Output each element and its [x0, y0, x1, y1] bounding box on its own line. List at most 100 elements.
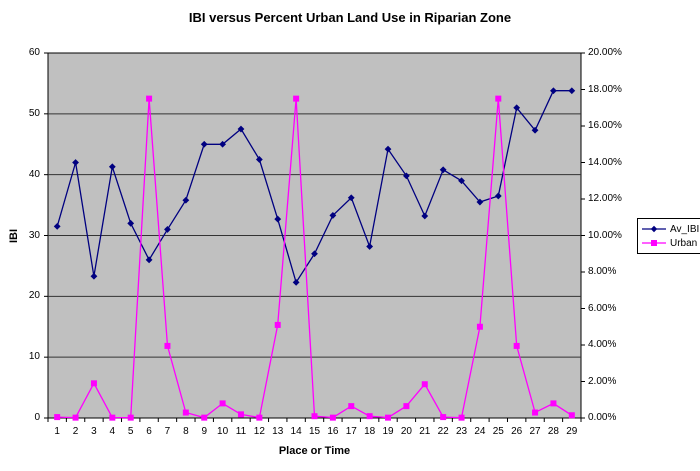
- data-point-marker-urban: [421, 381, 428, 388]
- y-right-tick-label: 16.00%: [588, 120, 622, 131]
- data-point-marker-av_ibi: [292, 278, 300, 286]
- data-point-marker-av_ibi: [255, 156, 263, 163]
- y-left-tick-label: 40: [28, 168, 40, 180]
- x-tick-label: 21: [419, 426, 431, 437]
- x-tick-label: 3: [91, 426, 97, 437]
- x-tick-label: 18: [364, 426, 376, 437]
- x-tick-label: 8: [183, 426, 189, 437]
- data-point-marker-urban: [293, 95, 300, 102]
- data-point-marker-av_ibi: [127, 219, 135, 227]
- x-tick-label: 16: [327, 426, 339, 437]
- data-point-marker-urban: [403, 403, 410, 410]
- data-point-marker-urban: [495, 95, 502, 102]
- x-tick-label: 9: [201, 426, 207, 437]
- x-tick-label: 6: [146, 426, 152, 437]
- data-point-marker-av_ibi: [219, 140, 227, 148]
- data-point-marker-urban: [109, 414, 116, 421]
- data-point-marker-av_ibi: [421, 212, 429, 220]
- data-point-marker-av_ibi: [384, 145, 392, 153]
- x-tick-label: 1: [54, 426, 60, 437]
- y-left-tick-label: 50: [28, 107, 40, 119]
- data-point-marker-urban: [72, 414, 79, 421]
- y-left-tick-label: 10: [28, 351, 40, 363]
- data-point-marker-av_ibi: [550, 87, 557, 95]
- y-left-tick-label: 0: [34, 412, 40, 423]
- y-left-tick-label: 20: [28, 290, 40, 302]
- legend-item-urban: Urban: [641, 236, 699, 250]
- x-tick-label: 15: [308, 426, 321, 437]
- y-right-tick-label: 8.00%: [588, 266, 617, 277]
- x-tick-label: 27: [529, 426, 541, 437]
- x-tick-label: 29: [566, 426, 578, 437]
- legend-symbol-diamond-icon: [642, 225, 666, 233]
- data-point-marker-av_ibi: [53, 222, 61, 230]
- data-point-marker-av_ibi: [72, 159, 79, 166]
- data-point-marker-urban: [458, 414, 465, 421]
- x-tick-label: 26: [511, 426, 523, 437]
- y-right-tick-label: 2.00%: [588, 375, 617, 387]
- data-point-marker-av_ibi: [311, 250, 318, 258]
- data-point-marker-urban: [513, 342, 520, 349]
- data-point-marker-urban: [532, 409, 539, 416]
- data-point-marker-av_ibi: [329, 212, 337, 219]
- legend-item-av_ibi: Av_IBI: [641, 222, 699, 236]
- x-tick-label: 10: [217, 426, 229, 437]
- data-point-marker-av_ibi: [366, 243, 374, 250]
- y-right-tick-label: 14.00%: [588, 156, 622, 168]
- data-point-marker-urban: [385, 414, 392, 421]
- y-right-tick-label: 18.00%: [588, 83, 622, 95]
- x-tick-label: 20: [400, 426, 412, 437]
- data-point-marker-av_ibi: [274, 215, 282, 223]
- y-right-tick-label: 6.00%: [588, 302, 617, 314]
- data-point-marker-av_ibi: [237, 125, 245, 133]
- data-point-marker-av_ibi: [531, 126, 539, 134]
- x-tick-label: 19: [382, 426, 394, 437]
- data-point-marker-urban: [201, 414, 208, 421]
- data-point-marker-urban: [550, 400, 557, 407]
- y-right-tick-label: 0.00%: [588, 412, 617, 423]
- x-tick-label: 4: [109, 426, 116, 437]
- data-point-marker-av_ibi: [347, 194, 355, 202]
- y-left-tick-label: 30: [28, 229, 40, 241]
- data-point-marker-av_ibi: [513, 104, 521, 112]
- data-point-marker-urban: [348, 403, 355, 410]
- data-point-marker-av_ibi: [568, 87, 576, 95]
- data-point-marker-urban: [440, 414, 447, 421]
- chart-title: IBI versus Percent Urban Land Use in Rip…: [188, 10, 512, 25]
- x-tick-label: 28: [547, 426, 559, 437]
- x-tick-label: 25: [492, 426, 504, 437]
- data-point-marker-av_ibi: [458, 177, 465, 185]
- y-right-tick-label: 10.00%: [588, 229, 622, 241]
- x-axis-title: Place or Time: [278, 445, 351, 457]
- x-tick-label: 7: [164, 426, 171, 437]
- data-point-marker-av_ibi: [145, 256, 153, 264]
- x-tick-label: 12: [253, 426, 265, 437]
- data-point-marker-urban: [146, 95, 153, 102]
- data-point-marker-av_ibi: [182, 196, 190, 204]
- y-right-tick-label: 12.00%: [588, 193, 622, 204]
- data-point-marker-urban: [476, 323, 483, 330]
- y-left-tick-label: 60: [28, 47, 40, 58]
- data-point-marker-av_ibi: [494, 192, 502, 200]
- legend-label: Urban: [670, 237, 698, 249]
- x-tick-label: 23: [455, 426, 468, 437]
- y-right-tick-label: 4.00%: [588, 339, 617, 350]
- data-point-marker-av_ibi: [402, 172, 410, 180]
- data-point-marker-urban: [311, 413, 318, 420]
- x-tick-label: 17: [345, 426, 357, 437]
- data-point-marker-urban: [54, 414, 61, 421]
- data-point-marker-urban: [256, 414, 263, 421]
- data-point-marker-urban: [237, 411, 244, 418]
- data-point-marker-urban: [366, 413, 373, 420]
- legend: Av_IBI Urban: [637, 218, 700, 254]
- data-point-marker-av_ibi: [476, 198, 484, 206]
- data-point-marker-urban: [568, 412, 575, 419]
- x-tick-label: 5: [127, 426, 134, 437]
- data-point-marker-av_ibi: [90, 272, 98, 280]
- data-point-marker-urban: [219, 400, 226, 407]
- data-point-marker-av_ibi: [439, 166, 447, 174]
- x-tick-label: 2: [72, 426, 79, 437]
- data-point-marker-av_ibi: [200, 140, 208, 148]
- legend-label: Av_IBI: [670, 223, 700, 235]
